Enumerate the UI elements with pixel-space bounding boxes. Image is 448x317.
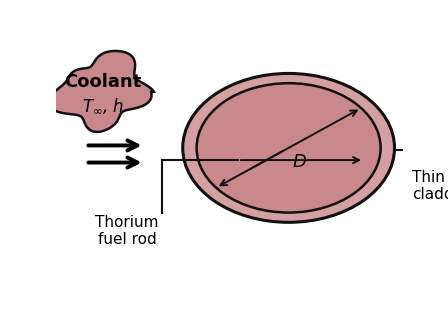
Text: Thin alum
cladd: Thin alum cladd: [412, 170, 448, 202]
Text: Thorium
fuel rod: Thorium fuel rod: [95, 215, 159, 247]
Text: $D$: $D$: [292, 153, 307, 171]
Polygon shape: [48, 51, 154, 132]
Circle shape: [183, 74, 395, 222]
Circle shape: [197, 83, 381, 213]
Text: $T_\infty$, $h$: $T_\infty$, $h$: [82, 96, 124, 115]
Text: Coolant: Coolant: [64, 73, 142, 91]
